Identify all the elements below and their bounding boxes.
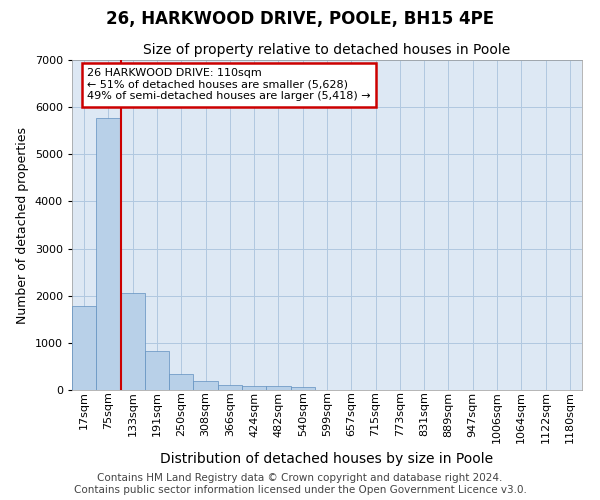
- Text: 26 HARKWOOD DRIVE: 110sqm
← 51% of detached houses are smaller (5,628)
49% of se: 26 HARKWOOD DRIVE: 110sqm ← 51% of detac…: [88, 68, 371, 102]
- Text: Contains HM Land Registry data © Crown copyright and database right 2024.
Contai: Contains HM Land Registry data © Crown c…: [74, 474, 526, 495]
- Bar: [242, 386, 266, 390]
- Text: 26, HARKWOOD DRIVE, POOLE, BH15 4PE: 26, HARKWOOD DRIVE, POOLE, BH15 4PE: [106, 10, 494, 28]
- Bar: [169, 374, 193, 390]
- Bar: [145, 352, 169, 390]
- Bar: [290, 387, 315, 390]
- Bar: [72, 306, 96, 390]
- Bar: [266, 386, 290, 390]
- Bar: [121, 293, 145, 390]
- Title: Size of property relative to detached houses in Poole: Size of property relative to detached ho…: [143, 44, 511, 58]
- Y-axis label: Number of detached properties: Number of detached properties: [16, 126, 29, 324]
- Bar: [193, 382, 218, 390]
- Bar: [218, 384, 242, 390]
- X-axis label: Distribution of detached houses by size in Poole: Distribution of detached houses by size …: [160, 452, 494, 466]
- Bar: [96, 118, 121, 390]
